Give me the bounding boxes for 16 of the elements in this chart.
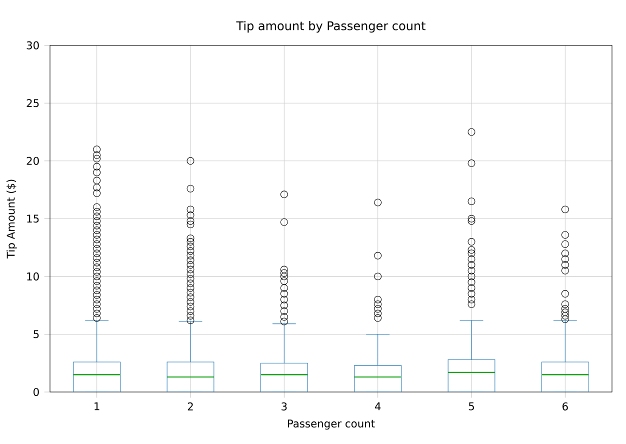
- x-tick-label: 1: [94, 402, 100, 410]
- x-tick-label: 4: [374, 402, 381, 410]
- y-tick-label: 20: [26, 156, 39, 165]
- y-tick-label: 15: [27, 214, 39, 223]
- y-tick-label: 10: [27, 272, 39, 280]
- y-tick-label: 25: [26, 99, 39, 108]
- x-tick-label: 3: [282, 402, 287, 410]
- x-tick-label: 6: [562, 402, 568, 410]
- x-tick-label: 5: [468, 402, 474, 410]
- chart-title: Tip amount by Passenger count: [236, 21, 426, 33]
- y-axis-title: Tip Amount ($): [6, 180, 17, 259]
- x-axis-title: Passenger count: [288, 420, 375, 430]
- y-tick-label: 5: [34, 330, 39, 338]
- y-tick-label: 0: [34, 388, 39, 396]
- y-tick-label: 30: [26, 41, 39, 50]
- x-tick-label: 2: [188, 402, 193, 410]
